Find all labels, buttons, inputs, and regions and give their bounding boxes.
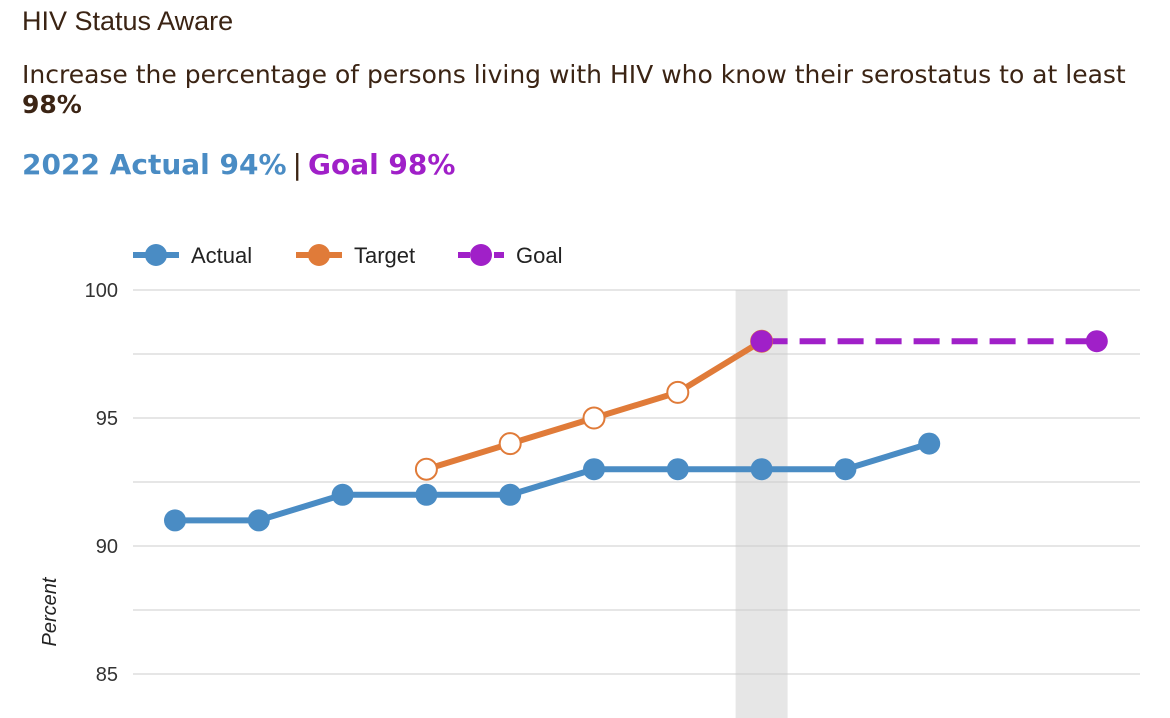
grid-layer: 85 90 95 100 [85, 280, 1140, 686]
legend-target-label: Target [354, 243, 415, 268]
legend: Actual Target Goal [133, 243, 562, 268]
actual-point [499, 483, 522, 506]
target-point [498, 432, 522, 456]
actual-point [750, 458, 773, 481]
summary-line: 2022 Actual 94% | Goal 98% [22, 148, 455, 181]
legend-goal-marker [470, 244, 492, 266]
highlight-band [735, 290, 788, 718]
y-tick-label: 85 [96, 664, 118, 686]
actual-point [834, 458, 857, 481]
objective-target-value: 98% [22, 90, 82, 119]
actual-point [666, 458, 689, 481]
target-point [414, 457, 438, 481]
target-point [582, 406, 606, 430]
y-tick-label: 90 [96, 536, 118, 558]
goal-point [1085, 330, 1108, 353]
highlight-band-layer [735, 290, 788, 718]
actual-point [164, 509, 186, 532]
chart-title: HIV Status Aware [22, 6, 234, 36]
actual-summary: 2022 Actual 94% [22, 148, 287, 181]
objective-text: Increase the percentage of persons livin… [22, 60, 1126, 89]
goal-point [750, 330, 773, 353]
goal-summary: Goal 98% [307, 148, 456, 181]
summary-separator: | [292, 148, 302, 181]
legend-goal-label: Goal [516, 243, 562, 268]
legend-actual-marker [145, 244, 167, 266]
legend-target-marker [308, 244, 330, 266]
actual-point [331, 483, 354, 506]
y-tick-label: 100 [85, 280, 118, 302]
actual-point [415, 483, 438, 506]
y-axis-label: Percent [39, 576, 61, 646]
actual-point [247, 509, 270, 532]
target-line [425, 338, 764, 473]
target-point [666, 380, 690, 404]
actual-point [583, 458, 605, 481]
actual-line [175, 440, 931, 524]
y-tick-label: 95 [96, 408, 118, 430]
series-markers [164, 329, 1108, 532]
legend-actual-label: Actual [191, 243, 252, 268]
series-lines [175, 338, 1097, 524]
actual-point [918, 432, 941, 455]
objective-description: Increase the percentage of persons livin… [22, 60, 1152, 120]
